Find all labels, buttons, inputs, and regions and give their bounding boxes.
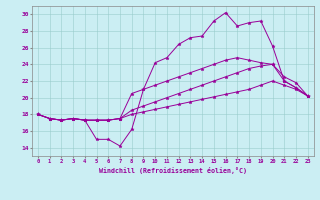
X-axis label: Windchill (Refroidissement éolien,°C): Windchill (Refroidissement éolien,°C)	[99, 167, 247, 174]
